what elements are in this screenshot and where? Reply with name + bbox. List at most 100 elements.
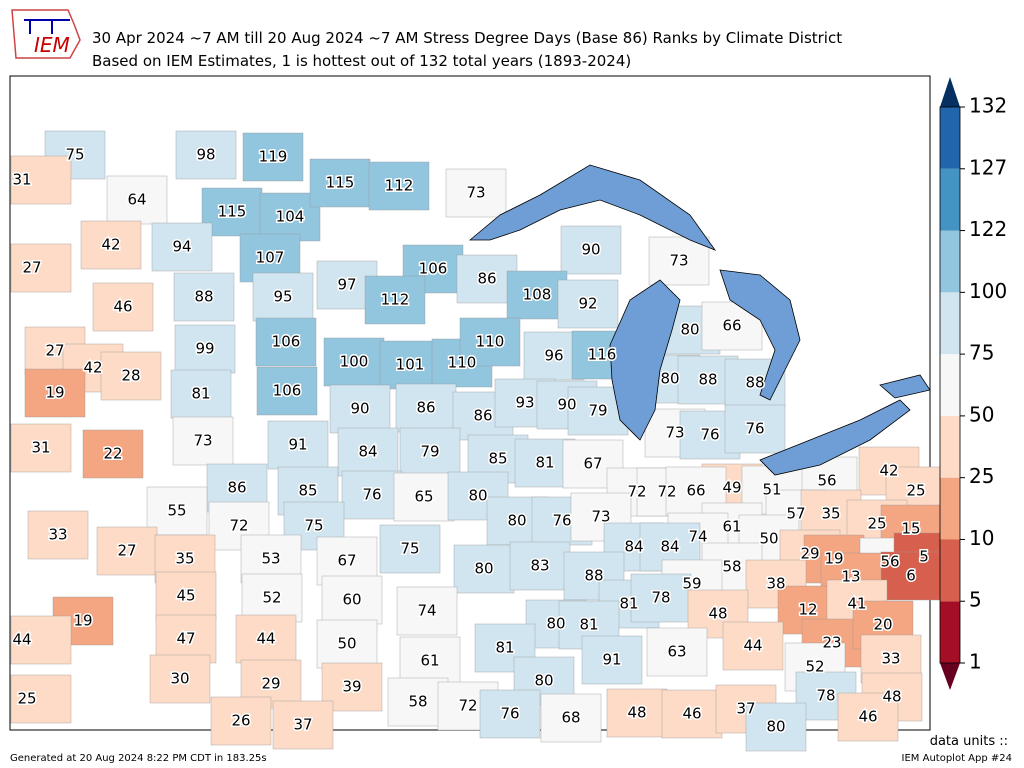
district-rank: 63: [667, 643, 686, 661]
district-rank: 37: [293, 716, 312, 734]
colorbar-frame: [939, 106, 961, 664]
district-rank: 30: [170, 670, 189, 688]
lake-superior: [468, 164, 717, 251]
district-area: [10, 615, 72, 665]
district-area: [241, 573, 303, 623]
district-rank: 80: [507, 512, 526, 530]
district-rank: 73: [669, 252, 688, 270]
district-area: [316, 619, 378, 669]
district-area: [661, 689, 723, 739]
district-area: [506, 270, 568, 320]
district-area: [368, 161, 430, 211]
colorbar-bin: [940, 415, 960, 478]
district-rank: 81: [495, 639, 514, 657]
district-rank: 80: [660, 370, 679, 388]
district-area: [379, 340, 441, 390]
district-rank: 116: [588, 346, 617, 364]
district-rank: 29: [261, 675, 280, 693]
district-rank: 46: [858, 708, 877, 726]
district-area: [560, 225, 622, 275]
district-rank: 76: [552, 512, 571, 530]
district-rank: 13: [841, 568, 860, 586]
district-rank: 65: [414, 488, 433, 506]
district-rank: 46: [682, 705, 701, 723]
district-rank: 79: [420, 443, 439, 461]
district-area: [329, 384, 391, 434]
colorbar-bin: [940, 230, 960, 293]
district-area: [648, 236, 710, 286]
district-area: [459, 317, 521, 367]
district-rank: 72: [458, 697, 477, 715]
district-rank: 6: [906, 567, 916, 585]
district-rank: 99: [195, 340, 214, 358]
district-area: [175, 130, 237, 180]
district-rank: 110: [476, 333, 505, 351]
district-area: [272, 700, 334, 750]
district-area: [210, 696, 272, 746]
district-rank: 73: [665, 424, 684, 442]
district-rank: 61: [722, 518, 741, 536]
logo-mark: [24, 19, 70, 34]
district-rank: 31: [31, 439, 50, 457]
district-rank: 25: [906, 482, 925, 500]
district-rank: 98: [196, 146, 215, 164]
district-rank: 33: [48, 526, 67, 544]
district-area: [80, 220, 142, 270]
lake-huron: [719, 269, 801, 401]
logo-text: IEM: [34, 33, 70, 57]
district-area: [323, 337, 385, 387]
colorbar-tick-label: 1: [969, 650, 982, 674]
district-area: [255, 317, 317, 367]
district-rank: 38: [766, 575, 785, 593]
district-rank: 115: [218, 203, 247, 221]
district-rank: 48: [627, 704, 646, 722]
district-rank: 78: [816, 687, 835, 705]
district-rank: 78: [651, 589, 670, 607]
title: 30 Apr 2024 ~7 AM till 20 Aug 2024 ~7 AM…: [92, 29, 842, 47]
colorbar-under: [940, 663, 960, 690]
district-rank: 91: [288, 436, 307, 454]
district-rank: 86: [473, 407, 492, 425]
colorbar: 1 5 10 25 50 75 100 122 127 132: [939, 77, 1007, 690]
district-rank: 92: [578, 295, 597, 313]
colorbar-bin: [940, 292, 960, 355]
district-rank: 58: [722, 558, 741, 576]
district-area: [170, 369, 232, 419]
district-area: [252, 272, 314, 322]
district-area: [399, 636, 461, 686]
district-rank: 19: [45, 384, 64, 402]
district-area: [581, 635, 643, 685]
district-rank: 73: [466, 184, 485, 202]
district-rank: 80: [546, 615, 565, 633]
district-rank: 27: [45, 342, 64, 360]
district-rank: 19: [73, 612, 92, 630]
district-rank: 115: [326, 174, 355, 192]
colorbar-tick-label: 127: [969, 155, 1007, 179]
colorbar-tick-label: 100: [969, 279, 1007, 303]
district-area: [309, 158, 371, 208]
district-rank: 44: [743, 637, 762, 655]
colorbar-tick-label: 5: [969, 588, 982, 612]
district-rank: 86: [227, 479, 246, 497]
district-area: [10, 423, 72, 473]
district-area: [96, 526, 158, 576]
district-rank: 73: [193, 432, 212, 450]
district-rank: 76: [700, 426, 719, 444]
district-rank: 112: [381, 291, 410, 309]
district-area: [445, 168, 507, 218]
district-rank: 57: [786, 505, 805, 523]
districts: [10, 130, 955, 752]
district-rank: 25: [867, 515, 886, 533]
district-rank: 39: [342, 678, 361, 696]
district-area: [557, 279, 619, 329]
district-rank: 85: [298, 482, 317, 500]
lake-ontario: [879, 374, 931, 399]
district-rank: 81: [619, 595, 638, 613]
district-rank: 42: [83, 359, 102, 377]
district-area: [540, 693, 602, 743]
colorbar-bin: [940, 107, 960, 169]
district-rank: 81: [535, 454, 554, 472]
district-rank: 22: [103, 445, 122, 463]
district-rank: 83: [530, 557, 549, 575]
